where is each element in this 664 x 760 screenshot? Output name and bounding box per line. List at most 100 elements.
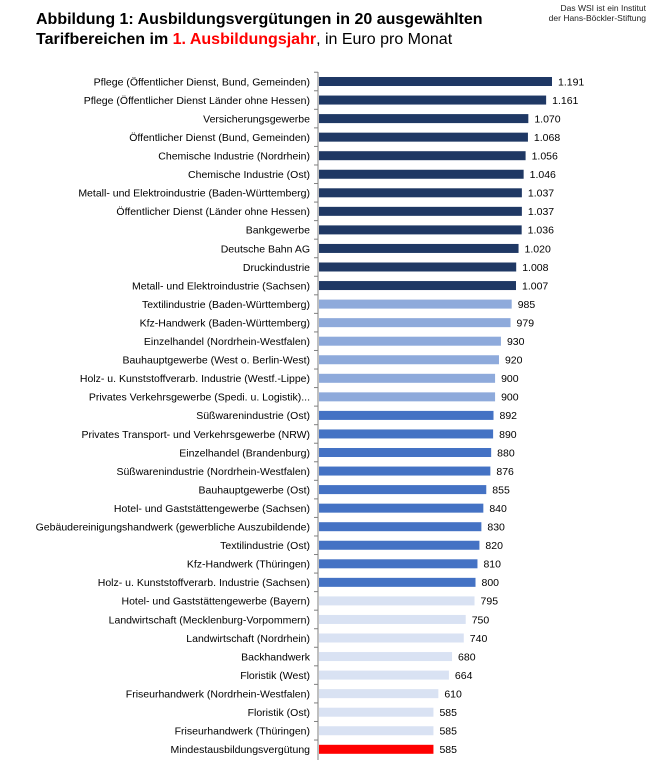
bar-32 <box>319 652 453 662</box>
bar-35 <box>319 707 434 717</box>
category-label: Pflege (Öffentlicher Dienst, Bund, Gemei… <box>94 76 310 88</box>
value-label: 1.036 <box>528 225 554 237</box>
chart-title: Abbildung 1: Ausbildungsvergütungen in 2… <box>36 10 506 50</box>
category-label: Gebäudereinigungshandwerk (gewerbliche A… <box>36 522 310 534</box>
category-label: Floristik (Ost) <box>248 707 310 719</box>
bar-24 <box>319 503 484 513</box>
value-label: 810 <box>483 559 501 571</box>
bar-31 <box>319 633 464 643</box>
value-label: 920 <box>505 355 523 367</box>
value-label: 1.191 <box>558 76 584 88</box>
value-label: 1.161 <box>552 95 578 107</box>
value-label: 880 <box>497 447 515 459</box>
category-label: Pflege (Öffentlicher Dienst Länder ohne … <box>84 95 310 107</box>
bar-3 <box>319 114 529 124</box>
source-line-1: Das WSI ist ein Institut <box>560 3 647 13</box>
value-label: 930 <box>507 336 525 348</box>
bar-2 <box>319 95 547 105</box>
value-label: 1.037 <box>528 188 554 200</box>
category-label: Einzelhandel (Nordrhein-Westfalen) <box>144 336 310 348</box>
bar-4 <box>319 132 528 142</box>
category-label: Hotel- und Gaststättengewerbe (Sachsen) <box>114 503 310 515</box>
title-line-2-rest: , in Euro pro Monat <box>316 31 453 48</box>
value-label: 1.007 <box>522 280 548 292</box>
bar-12 <box>319 281 517 291</box>
bar-20 <box>319 429 494 439</box>
category-label: Deutsche Bahn AG <box>221 243 310 255</box>
value-label: 1.037 <box>528 206 554 218</box>
title-line-1: Abbildung 1: Ausbildungsvergütungen in 2… <box>36 11 483 28</box>
value-label: 800 <box>482 577 500 589</box>
value-label: 750 <box>472 614 490 626</box>
category-label: Druckindustrie <box>243 262 310 274</box>
category-label: Hotel- und Gaststättengewerbe (Bayern) <box>121 596 310 608</box>
bar-15 <box>319 336 501 346</box>
value-label: 830 <box>487 522 505 534</box>
category-label: Bauhauptgewerbe (West o. Berlin-West) <box>122 355 310 367</box>
category-label: Holz- u. Kunststoffverarb. Industrie (Sa… <box>98 577 310 589</box>
category-label: Backhandwerk <box>241 651 311 663</box>
category-label: Textilindustrie (Baden-Württemberg) <box>142 299 310 311</box>
value-label: 680 <box>458 651 476 663</box>
value-label: 585 <box>439 726 457 738</box>
category-label: Metall- und Elektroindustrie (Baden-Würt… <box>78 188 310 200</box>
category-label: Süßwarenindustrie (Ost) <box>196 410 310 422</box>
bar-29 <box>319 596 475 606</box>
category-label: Bauhauptgewerbe (Ost) <box>199 484 310 496</box>
category-label: Chemische Industrie (Nordrhein) <box>158 151 310 163</box>
title-line-2: Tarifbereichen im 1. Ausbildungsjahr, in… <box>36 30 506 50</box>
value-label: 1.008 <box>522 262 548 274</box>
category-label: Friseurhandwerk (Thüringen) <box>175 726 310 738</box>
bar-13 <box>319 299 512 309</box>
value-label: 1.070 <box>534 113 560 125</box>
bar-21 <box>319 448 492 457</box>
category-label: Friseurhandwerk (Nordrhein-Westfalen) <box>126 688 310 700</box>
value-label: 610 <box>444 688 462 700</box>
value-label: 795 <box>481 596 499 608</box>
category-label: Kfz-Handwerk (Thüringen) <box>187 559 310 571</box>
bar-5 <box>319 151 526 161</box>
category-label: Landwirtschaft (Mecklenburg-Vorpommern) <box>109 614 310 626</box>
bar-9 <box>319 225 522 235</box>
value-label: 1.020 <box>525 243 551 255</box>
bar-18 <box>319 392 496 402</box>
category-label: Privates Verkehrsgewerbe (Spedi. u. Logi… <box>89 392 310 404</box>
category-label: Mindestausbildungsvergütung <box>170 744 310 756</box>
bar-11 <box>319 262 517 272</box>
category-label: Öffentlicher Dienst (Bund, Gemeinden) <box>129 132 310 144</box>
category-label: Kfz-Handwerk (Baden-Württemberg) <box>140 317 310 329</box>
value-label: 900 <box>501 392 519 404</box>
value-label: 585 <box>439 744 457 756</box>
value-label: 840 <box>489 503 507 515</box>
bar-8 <box>319 206 522 216</box>
bar-19 <box>319 410 494 420</box>
bar-22 <box>319 466 491 476</box>
source-line-2: der Hans-Böckler-Stiftung <box>548 13 646 23</box>
value-label: 855 <box>492 484 510 496</box>
value-label: 985 <box>518 299 536 311</box>
category-label: Chemische Industrie (Ost) <box>188 169 310 181</box>
value-label: 664 <box>455 670 473 682</box>
bar-16 <box>319 355 499 365</box>
value-label: 892 <box>500 410 518 422</box>
category-label: Privates Transport- und Verkehrsgewerbe … <box>81 429 310 441</box>
bar-30 <box>319 614 466 624</box>
category-label: Öffentlicher Dienst (Länder ohne Hessen) <box>116 206 310 218</box>
category-label: Holz- u. Kunststoffverarb. Industrie (We… <box>80 373 310 385</box>
bar-33 <box>319 670 449 680</box>
bar-25 <box>319 522 482 532</box>
value-label: 876 <box>496 466 514 478</box>
category-label: Landwirtschaft (Nordrhein) <box>186 633 310 645</box>
value-label: 979 <box>517 317 535 329</box>
bar-10 <box>319 243 519 253</box>
category-label: Metall- und Elektroindustrie (Sachsen) <box>132 280 310 292</box>
value-label: 900 <box>501 373 519 385</box>
category-label: Floristik (West) <box>240 670 310 682</box>
bar-37 <box>319 744 434 754</box>
bar-26 <box>319 540 480 550</box>
value-label: 585 <box>439 707 457 719</box>
source-note: Das WSI ist ein Institut der Hans-Böckle… <box>549 3 646 23</box>
category-label: Versicherungsgewerbe <box>203 113 310 125</box>
bar-14 <box>319 318 511 328</box>
